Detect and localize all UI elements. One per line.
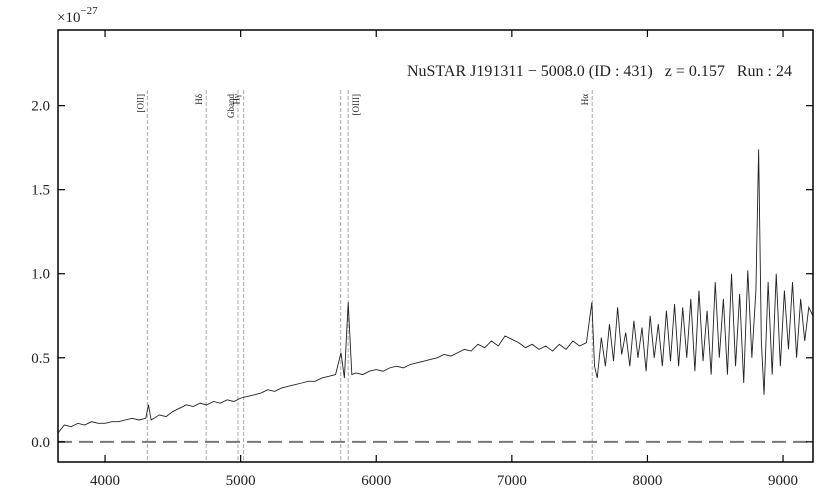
y-tick-label: 2.0 (31, 99, 50, 115)
line-label: Gband (226, 94, 236, 118)
x-tick-label: 4000 (90, 473, 120, 489)
line-label: [OIII] (351, 94, 361, 116)
chart-title: NuSTAR J191311 − 5008.0 (ID : 431) z = 0… (407, 63, 792, 80)
plot-frame (57, 29, 814, 463)
x-tick-label: 6000 (361, 473, 391, 489)
x-tick-label: 8000 (632, 473, 662, 489)
x-tick-label: 9000 (768, 473, 798, 489)
offset-text: ×10−27 (57, 5, 98, 26)
y-tick-label: 1.5 (31, 183, 50, 199)
x-tick-label: 7000 (497, 473, 527, 489)
y-tick-label: 0.5 (31, 351, 50, 367)
y-tick-label: 1.0 (31, 267, 50, 283)
line-label: Hγ (232, 94, 242, 104)
line-label: Hα (580, 94, 590, 105)
x-tick-label: 5000 (226, 473, 256, 489)
line-label: Hδ (194, 94, 204, 105)
offset-exponent: −27 (80, 5, 98, 17)
line-label: [OII] (135, 94, 145, 113)
spectrum-line (57, 149, 814, 434)
y-tick-label: 0.0 (31, 435, 50, 451)
offset-base: ×10 (57, 10, 80, 26)
